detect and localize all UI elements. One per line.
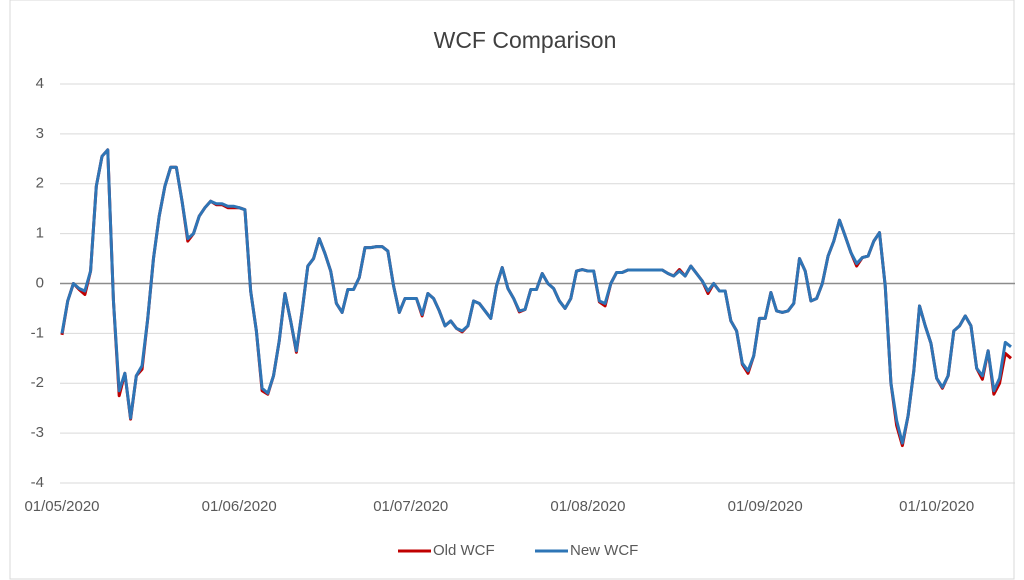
y-tick-label: 1 bbox=[36, 225, 44, 242]
line-series bbox=[60, 148, 1012, 445]
y-tick-label: 2 bbox=[36, 175, 44, 192]
y-tick-label: 3 bbox=[36, 125, 44, 142]
y-tick-label: 0 bbox=[36, 274, 44, 291]
x-tick-label: 01/07/2020 bbox=[373, 498, 448, 515]
y-tick-label: -1 bbox=[31, 324, 44, 341]
chart-title: WCF Comparison bbox=[434, 27, 617, 53]
legend-label: Old WCF bbox=[433, 542, 495, 559]
x-tick-label: 01/10/2020 bbox=[899, 498, 974, 515]
x-tick-label: 01/05/2020 bbox=[24, 498, 99, 515]
x-tick-label: 01/09/2020 bbox=[728, 498, 803, 515]
x-tick-label: 01/06/2020 bbox=[202, 498, 277, 515]
y-tick-label: -3 bbox=[31, 424, 44, 441]
y-tick-label: -4 bbox=[31, 474, 44, 491]
y-tick-label: -2 bbox=[31, 374, 44, 391]
y-tick-label: 4 bbox=[36, 75, 44, 92]
legend-label: New WCF bbox=[570, 542, 638, 559]
x-tick-label: 01/08/2020 bbox=[550, 498, 625, 515]
chart-frame bbox=[9, 0, 1015, 580]
